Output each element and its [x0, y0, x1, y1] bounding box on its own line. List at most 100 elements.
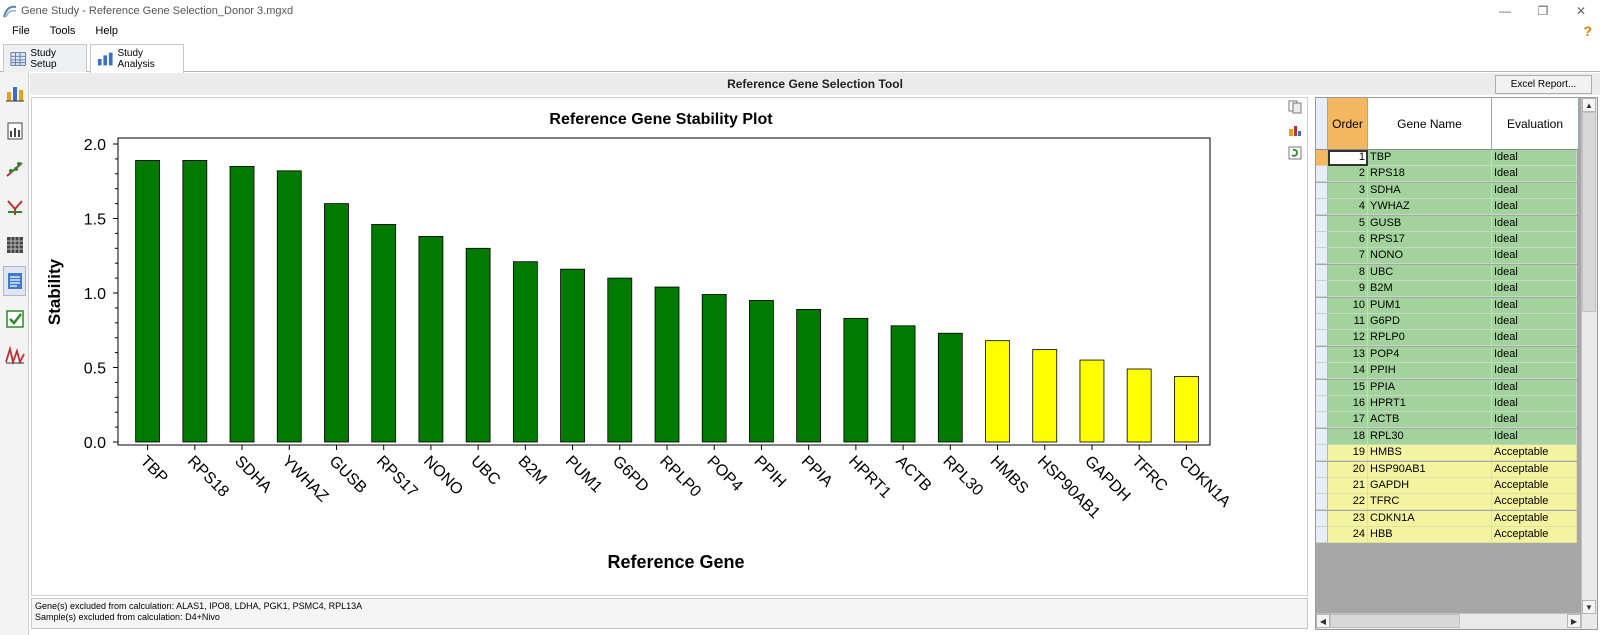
- gene-name-cell[interactable]: HSP90AB1: [1368, 461, 1492, 478]
- document-chart-tool-button[interactable]: [3, 116, 26, 146]
- order-cell[interactable]: 6: [1328, 232, 1368, 248]
- order-cell[interactable]: 17: [1328, 412, 1368, 429]
- export-icon[interactable]: [1288, 123, 1302, 137]
- gene-name-cell[interactable]: B2M: [1368, 281, 1492, 298]
- evaluation-cell[interactable]: Acceptable: [1492, 527, 1577, 544]
- table-row[interactable]: 24 HBB Acceptable: [1316, 527, 1579, 544]
- grid-header-gene-name[interactable]: Gene Name: [1368, 98, 1492, 150]
- row-header[interactable]: [1316, 150, 1328, 166]
- row-header[interactable]: [1316, 363, 1328, 380]
- order-cell[interactable]: 15: [1328, 379, 1368, 396]
- evaluation-cell[interactable]: Ideal: [1492, 182, 1577, 199]
- gene-name-cell[interactable]: HMBS: [1368, 445, 1492, 462]
- scatter-tool-button[interactable]: [3, 154, 26, 184]
- table-row[interactable]: 13 POP4 Ideal: [1316, 346, 1579, 363]
- row-header[interactable]: [1316, 330, 1328, 347]
- table-row[interactable]: 10 PUM1 Ideal: [1316, 297, 1579, 314]
- table-row[interactable]: 19 HMBS Acceptable: [1316, 445, 1579, 462]
- row-header[interactable]: [1316, 412, 1328, 429]
- table-row[interactable]: 1 TBP Ideal: [1316, 150, 1579, 166]
- evaluation-cell[interactable]: Acceptable: [1492, 478, 1577, 494]
- scroll-right-icon[interactable]: ▶: [1567, 614, 1581, 628]
- row-header[interactable]: [1316, 494, 1328, 511]
- evaluation-cell[interactable]: Ideal: [1492, 314, 1577, 330]
- order-cell[interactable]: 14: [1328, 363, 1368, 380]
- row-header[interactable]: [1316, 248, 1328, 265]
- table-row[interactable]: 7 NONO Ideal: [1316, 248, 1579, 265]
- table-row[interactable]: 16 HPRT1 Ideal: [1316, 396, 1579, 412]
- row-header[interactable]: [1316, 166, 1328, 183]
- help-icon[interactable]: ?: [1583, 23, 1592, 39]
- table-row[interactable]: 6 RPS17 Ideal: [1316, 232, 1579, 248]
- gene-name-cell[interactable]: G6PD: [1368, 314, 1492, 330]
- order-cell[interactable]: 10: [1328, 297, 1368, 314]
- grid-header-order[interactable]: Order: [1328, 98, 1368, 150]
- order-cell[interactable]: 2: [1328, 166, 1368, 183]
- menu-help[interactable]: Help: [95, 25, 119, 37]
- evaluation-cell[interactable]: Ideal: [1492, 215, 1577, 232]
- gene-name-cell[interactable]: NONO: [1368, 248, 1492, 265]
- row-header[interactable]: [1316, 215, 1328, 232]
- row-header[interactable]: [1316, 314, 1328, 330]
- evaluation-cell[interactable]: Ideal: [1492, 379, 1577, 396]
- evaluation-cell[interactable]: Ideal: [1492, 264, 1577, 281]
- row-header[interactable]: [1316, 461, 1328, 478]
- order-cell[interactable]: 13: [1328, 346, 1368, 363]
- menu-tools[interactable]: Tools: [49, 25, 76, 37]
- tab-study-analysis[interactable]: Study Analysis: [90, 44, 184, 73]
- evaluation-cell[interactable]: Acceptable: [1492, 445, 1577, 462]
- grid-horizontal-scrollbar[interactable]: ◀ ▶: [1316, 613, 1581, 629]
- gene-name-cell[interactable]: UBC: [1368, 264, 1492, 281]
- wave-tool-button[interactable]: [3, 340, 26, 370]
- evaluation-cell[interactable]: Ideal: [1492, 363, 1577, 380]
- branch-tool-button[interactable]: [3, 192, 26, 222]
- table-row[interactable]: 17 ACTB Ideal: [1316, 412, 1579, 429]
- gene-name-cell[interactable]: TBP: [1368, 150, 1492, 166]
- table-row[interactable]: 21 GAPDH Acceptable: [1316, 478, 1579, 494]
- grid-header-evaluation[interactable]: Evaluation: [1492, 98, 1579, 150]
- gene-name-cell[interactable]: RPS17: [1368, 232, 1492, 248]
- grid-vertical-scrollbar[interactable]: ▲ ▼: [1581, 98, 1597, 629]
- excel-report-button[interactable]: Excel Report...: [1495, 75, 1592, 94]
- gene-name-cell[interactable]: PUM1: [1368, 297, 1492, 314]
- table-row[interactable]: 5 GUSB Ideal: [1316, 215, 1579, 232]
- order-cell[interactable]: 8: [1328, 264, 1368, 281]
- gene-name-cell[interactable]: HPRT1: [1368, 396, 1492, 412]
- row-header[interactable]: [1316, 182, 1328, 199]
- gene-name-cell[interactable]: GAPDH: [1368, 478, 1492, 494]
- grid-horizontal-thumb[interactable]: [1330, 614, 1460, 628]
- gene-name-cell[interactable]: TFRC: [1368, 494, 1492, 511]
- close-button[interactable]: ✕: [1563, 0, 1599, 21]
- table-row[interactable]: 18 RPL30 Ideal: [1316, 428, 1579, 445]
- evaluation-cell[interactable]: Ideal: [1492, 199, 1577, 216]
- table-row[interactable]: 8 UBC Ideal: [1316, 264, 1579, 281]
- evaluation-cell[interactable]: Ideal: [1492, 396, 1577, 412]
- scroll-down-icon[interactable]: ▼: [1582, 600, 1596, 614]
- table-row[interactable]: 11 G6PD Ideal: [1316, 314, 1579, 330]
- table-row[interactable]: 15 PPIA Ideal: [1316, 379, 1579, 396]
- table-row[interactable]: 22 TFRC Acceptable: [1316, 494, 1579, 511]
- bar-chart-tool-button[interactable]: [3, 78, 26, 108]
- table-row[interactable]: 3 SDHA Ideal: [1316, 182, 1579, 199]
- gene-name-cell[interactable]: RPS18: [1368, 166, 1492, 183]
- table-row[interactable]: 4 YWHAZ Ideal: [1316, 199, 1579, 216]
- report-tool-button[interactable]: [3, 266, 26, 296]
- table-row[interactable]: 20 HSP90AB1 Acceptable: [1316, 461, 1579, 478]
- row-header[interactable]: [1316, 199, 1328, 216]
- order-cell[interactable]: 7: [1328, 248, 1368, 265]
- gene-name-cell[interactable]: POP4: [1368, 346, 1492, 363]
- order-cell[interactable]: 16: [1328, 396, 1368, 412]
- order-cell[interactable]: 18: [1328, 428, 1368, 445]
- checkbox-tool-button[interactable]: [3, 304, 26, 334]
- evaluation-cell[interactable]: Ideal: [1492, 330, 1577, 347]
- table-row[interactable]: 2 RPS18 Ideal: [1316, 166, 1579, 183]
- gene-name-cell[interactable]: PPIA: [1368, 379, 1492, 396]
- order-cell[interactable]: 24: [1328, 527, 1368, 544]
- gene-name-cell[interactable]: GUSB: [1368, 215, 1492, 232]
- evaluation-cell[interactable]: Acceptable: [1492, 510, 1577, 527]
- evaluation-cell[interactable]: Acceptable: [1492, 461, 1577, 478]
- minimize-button[interactable]: —: [1487, 0, 1523, 21]
- evaluation-cell[interactable]: Acceptable: [1492, 494, 1577, 511]
- order-cell[interactable]: 5: [1328, 215, 1368, 232]
- row-header[interactable]: [1316, 527, 1328, 544]
